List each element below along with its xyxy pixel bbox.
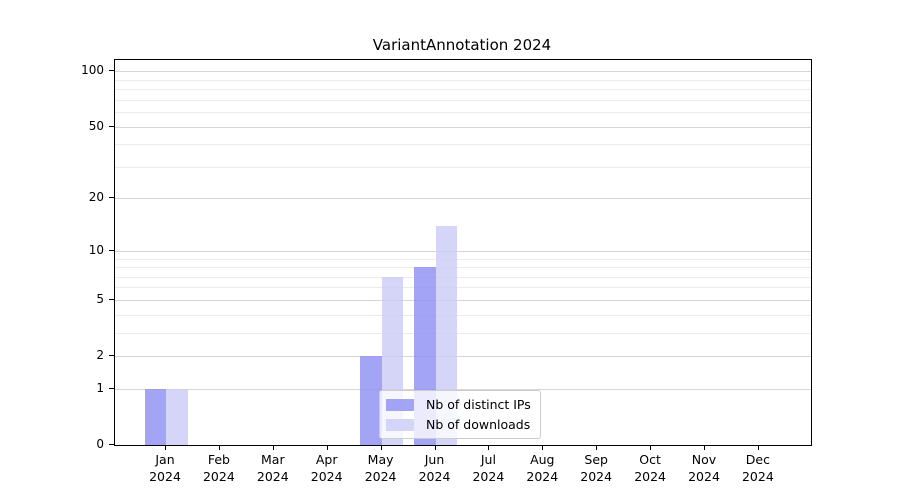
x-tick [434,445,436,450]
gridline-minor [115,99,811,101]
x-tick [380,445,382,450]
x-tick-year: 2024 [472,469,505,484]
bar-downloads-jan [166,388,188,445]
y-tick-label-100: 100 [81,63,104,78]
legend-swatch-downloads [386,418,414,431]
legend-label-downloads: Nb of downloads [426,417,531,432]
x-tick-month: Jun [424,452,445,467]
x-tick-label-sep: Sep 2024 [564,451,628,485]
y-tick [109,444,114,445]
y-tick-label-20: 20 [88,190,104,205]
y-tick [109,249,114,251]
x-tick [542,445,544,450]
x-tick-year: 2024 [634,469,666,484]
x-tick [326,445,328,450]
gridline-20 [115,198,811,200]
x-tick-month: Jul [480,452,496,467]
legend-entry-downloads: Nb of downloads [386,417,531,432]
gridline-50 [115,126,811,128]
x-tick [596,445,598,450]
x-tick-label-jan: Jan 2024 [133,451,197,485]
gridline-2 [115,356,811,357]
x-tick-label-oct: Oct 2024 [618,451,682,485]
x-tick [757,445,759,450]
x-tick-month: Sep [584,452,608,467]
x-tick-year: 2024 [202,469,235,484]
x-tick-year: 2024 [256,469,289,484]
x-tick [218,445,220,450]
x-tick-year: 2024 [526,469,559,484]
chart-title: VariantAnnotation 2024 [372,36,552,54]
gridline-10 [115,250,811,252]
x-tick-label-jun: Jun 2024 [403,451,467,485]
x-tick-label-may: May 2024 [349,451,413,485]
x-tick [650,445,652,450]
y-tick-label-5: 5 [96,291,104,306]
x-tick-year: 2024 [364,469,397,484]
gridline-1 [115,388,811,390]
x-tick-year: 2024 [580,469,613,484]
y-tick [109,70,114,72]
x-tick-month: May [367,452,394,467]
x-tick-month: Feb [207,452,230,467]
x-tick-label-dec: Dec 2024 [726,451,790,485]
y-tick-label-1: 1 [96,380,104,395]
y-tick [109,298,114,300]
y-tick-label-10: 10 [88,242,104,257]
gridline-5 [115,299,811,301]
legend-swatch-distinct-ips [386,398,414,411]
x-tick-month: Dec [745,452,770,467]
gridline-minor [115,166,811,168]
gridline-minor [115,314,811,316]
x-tick [488,445,490,450]
gridline-minor [115,267,811,268]
y-tick [109,197,114,199]
y-tick [109,125,114,127]
x-tick-month: Mar [261,452,285,467]
legend-label-distinct-ips: Nb of distinct IPs [426,397,531,412]
x-tick-month: Apr [315,452,338,467]
x-tick-year: 2024 [741,469,774,484]
x-tick-month: Nov [691,452,717,467]
legend: Nb of distinct IPs Nb of downloads [379,390,541,439]
x-tick-label-aug: Aug 2024 [510,451,574,485]
y-tick-label-0: 0 [96,437,104,451]
x-tick-year: 2024 [688,469,720,484]
x-tick-label-feb: Feb 2024 [187,451,251,485]
bar-distinct-ips-may [360,356,382,445]
gridline-minor [115,258,811,260]
x-tick-month: Oct [639,452,661,467]
x-tick-year: 2024 [149,469,181,484]
gridline-minor [115,144,811,146]
bar-distinct-ips-jan [144,388,166,445]
x-tick [165,445,166,450]
y-tick [109,355,114,356]
gridline-100 [115,71,811,73]
gridline-minor [115,276,811,278]
x-tick-label-nov: Nov 2024 [672,451,736,485]
y-tick [109,387,114,389]
gridline-minor [115,89,811,90]
legend-entry-distinct-ips: Nb of distinct IPs [386,397,531,412]
y-tick-label-2: 2 [96,348,104,362]
plot-area: Nb of distinct IPs Nb of downloads [114,59,812,446]
x-tick-month: Jan [155,452,175,467]
x-tick [272,445,274,450]
gridline-minor [115,112,811,113]
x-tick-year: 2024 [418,469,451,484]
x-tick-label-apr: Apr 2024 [295,451,359,485]
x-tick-label-mar: Mar 2024 [241,451,305,485]
y-tick-label-50: 50 [88,118,104,133]
gridline-minor [115,332,811,334]
x-tick [704,445,705,450]
gridline-minor [115,287,811,289]
x-tick-month: Aug [530,452,555,467]
x-tick-year: 2024 [310,469,343,484]
x-tick-label-jul: Jul 2024 [456,451,520,485]
gridline-minor [115,79,811,81]
